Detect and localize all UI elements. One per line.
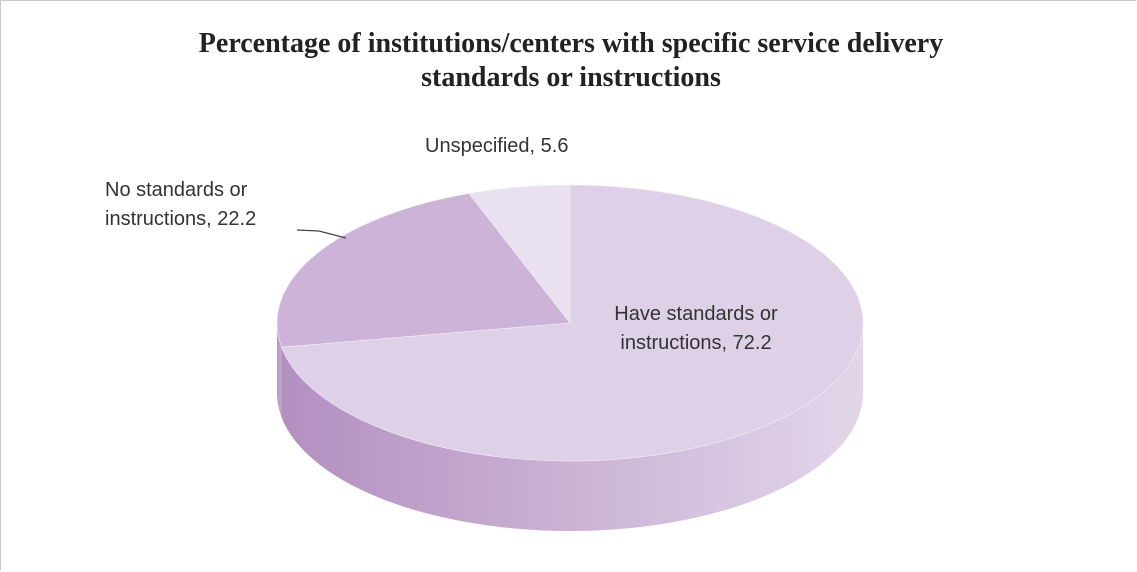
label-separator: , bbox=[206, 208, 212, 230]
slice bbox=[281, 184, 864, 462]
leader-line bbox=[296, 229, 347, 239]
label-separator: , bbox=[721, 332, 728, 354]
chart-title: Percentage of institutions/centers with … bbox=[198, 28, 944, 93]
category-label: Unspecified bbox=[425, 135, 530, 157]
slice-side bbox=[277, 323, 282, 418]
slice-side bbox=[281, 323, 863, 531]
label-separator: , bbox=[529, 135, 536, 157]
data-label: Have standards or instructions, 72.2 bbox=[591, 300, 801, 358]
data-label: No standards or instructions, 22.2 bbox=[105, 176, 305, 234]
value-label: 22.2 bbox=[217, 208, 257, 230]
category-label: Have standards or instructions bbox=[614, 303, 778, 354]
category-label: No standards or instructions bbox=[105, 179, 248, 230]
value-label: 72.2 bbox=[732, 332, 772, 354]
value-label: 5.6 bbox=[540, 135, 569, 157]
data-label: Unspecified, 5.6 bbox=[425, 132, 685, 161]
slice bbox=[276, 193, 571, 348]
slice bbox=[468, 184, 571, 324]
